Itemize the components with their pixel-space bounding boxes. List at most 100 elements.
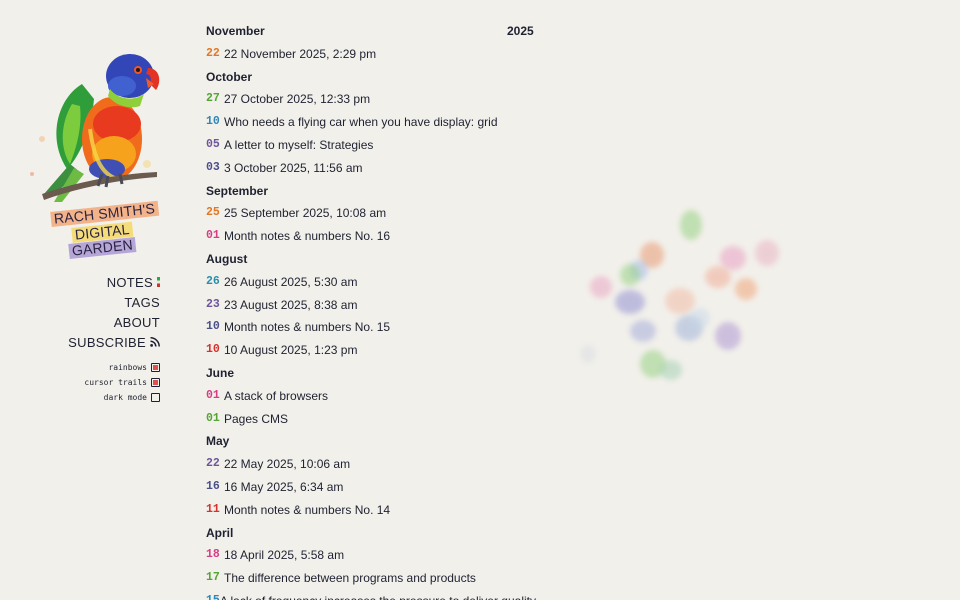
trail-splotch — [735, 278, 757, 300]
month-heading: June — [206, 365, 235, 380]
trail-splotch — [715, 322, 741, 350]
month-heading: April — [206, 525, 234, 540]
note-link[interactable]: 26 26 August 2025, 5:30 am — [206, 271, 536, 294]
note-title: 18 April 2025, 5:58 am — [224, 548, 345, 563]
trail-splotch — [660, 360, 682, 380]
trail-splotch — [705, 266, 731, 288]
dark-mode-checkbox[interactable] — [151, 393, 160, 402]
toggle-cursor-trails[interactable]: cursor trails — [84, 375, 160, 390]
note-day: 01 — [206, 411, 220, 425]
note-day: 03 — [206, 160, 220, 174]
note-title: Who needs a flying car when you have dis… — [224, 115, 498, 130]
nav-tags-label: TAGS — [124, 294, 160, 310]
note-title: 23 August 2025, 8:38 am — [224, 297, 358, 312]
month-heading: September — [206, 183, 269, 198]
trail-splotch — [590, 276, 612, 298]
note-day: 23 — [206, 297, 220, 311]
trail-splotch — [690, 308, 710, 328]
note-link[interactable]: 01 A stack of browsers — [206, 385, 536, 408]
trail-splotch — [580, 345, 596, 363]
trail-splotch — [755, 240, 779, 266]
nav-about[interactable]: ABOUT — [68, 312, 160, 332]
note-title: The difference between programs and prod… — [224, 571, 476, 586]
toggle-cursor-trails-label: cursor trails — [84, 378, 147, 387]
note-day: 15 — [206, 590, 220, 600]
note-link[interactable]: 01 Month notes & numbers No. 16 — [206, 225, 536, 248]
note-day: 22 — [206, 457, 220, 471]
note-link[interactable]: 05 A letter to myself: Strategies — [206, 134, 536, 157]
note-day: 16 — [206, 479, 220, 493]
trail-splotch — [680, 210, 702, 240]
trail-splotch — [665, 288, 695, 314]
note-link[interactable]: 01 Pages CMS — [206, 408, 536, 431]
note-link[interactable]: 22 22 November 2025, 2:29 pm — [206, 43, 536, 66]
note-link[interactable]: 16 16 May 2025, 6:34 am — [206, 476, 536, 499]
note-link[interactable]: 03 3 October 2025, 11:56 am — [206, 157, 536, 180]
note-link[interactable]: 10 Month notes & numbers No. 15 — [206, 316, 536, 339]
trail-splotch — [630, 320, 656, 342]
note-title: A letter to myself: Strategies — [224, 137, 374, 152]
note-link[interactable]: 27 27 October 2025, 12:33 pm — [206, 88, 536, 111]
note-title: 10 August 2025, 1:23 pm — [224, 343, 358, 358]
month-heading: November — [206, 24, 265, 38]
notes-list: November 22 22 November 2025, 2:29 pm Octob… — [206, 20, 536, 600]
note-link[interactable]: 15A lack of frequency increases the pres… — [206, 590, 536, 600]
note-title: A stack of browsers — [224, 388, 329, 403]
trail-splotch — [630, 260, 648, 280]
note-day: 10 — [206, 343, 220, 357]
trail-splotch — [620, 264, 640, 286]
site-logo[interactable]: RACH SMITH'S DIGITAL GARDEN — [48, 200, 159, 266]
toggle-rainbows-label: rainbows — [108, 363, 147, 372]
note-title: 25 September 2025, 10:08 am — [224, 206, 387, 221]
month-heading: October — [206, 69, 253, 84]
year-heading: 2025 — [507, 24, 534, 38]
trail-splotch — [615, 290, 645, 314]
note-day: 18 — [206, 548, 220, 562]
note-link[interactable]: 23 23 August 2025, 8:38 am — [206, 294, 536, 317]
note-title: Pages CMS — [224, 411, 289, 426]
toggle-dark-mode-label: dark mode — [103, 393, 147, 402]
note-title: 3 October 2025, 11:56 am — [224, 160, 363, 175]
nav-tags[interactable]: TAGS — [68, 292, 160, 312]
note-title: A lack of frequency increases the pressu… — [220, 590, 536, 600]
cursor-trails-checkbox[interactable] — [151, 378, 160, 387]
trail-splotch — [675, 315, 703, 341]
main-nav: NOTES TAGS ABOUT SUBSCRIBE — [68, 272, 160, 352]
nav-notes-label: NOTES — [106, 274, 153, 290]
note-title: 26 August 2025, 5:30 am — [224, 274, 358, 289]
italy-flag-icon — [157, 277, 160, 287]
note-title: 27 October 2025, 12:33 pm — [224, 92, 371, 107]
note-link[interactable]: 11 Month notes & numbers No. 14 — [206, 499, 536, 522]
note-day: 01 — [206, 229, 220, 243]
nav-subscribe[interactable]: SUBSCRIBE — [68, 332, 160, 352]
trail-splotch — [640, 350, 666, 378]
note-day: 10 — [206, 320, 220, 334]
note-title: 22 May 2025, 10:06 am — [224, 457, 351, 472]
note-link[interactable]: 17 The difference between programs and pr… — [206, 567, 536, 590]
trail-splotch — [640, 242, 664, 268]
note-day: 25 — [206, 206, 220, 220]
note-link[interactable]: 25 25 September 2025, 10:08 am — [206, 202, 536, 225]
note-day: 10 — [206, 115, 220, 129]
month-heading: May — [206, 434, 230, 449]
note-link[interactable]: 10 10 August 2025, 1:23 pm — [206, 339, 536, 362]
nav-about-label: ABOUT — [113, 314, 160, 330]
note-title: 22 November 2025, 2:29 pm — [224, 46, 377, 61]
toggle-dark-mode[interactable]: dark mode — [84, 390, 160, 405]
rainbows-checkbox[interactable] — [151, 363, 160, 372]
note-title: 16 May 2025, 6:34 am — [224, 479, 344, 494]
parrot-illustration[interactable] — [22, 44, 162, 209]
nav-notes[interactable]: NOTES — [68, 272, 160, 292]
note-day: 05 — [206, 137, 220, 151]
rss-icon — [150, 337, 160, 347]
trail-splotch — [720, 246, 746, 270]
month-heading: August — [206, 251, 248, 266]
note-link[interactable]: 22 22 May 2025, 10:06 am — [206, 453, 536, 476]
note-day: 27 — [206, 92, 220, 106]
note-day: 17 — [206, 571, 220, 585]
cursor-trail-splotches — [570, 200, 790, 400]
note-link[interactable]: 10 Who needs a flying car when you have d… — [206, 111, 536, 134]
note-link[interactable]: 18 18 April 2025, 5:58 am — [206, 544, 536, 567]
toggle-rainbows[interactable]: rainbows — [84, 360, 160, 375]
